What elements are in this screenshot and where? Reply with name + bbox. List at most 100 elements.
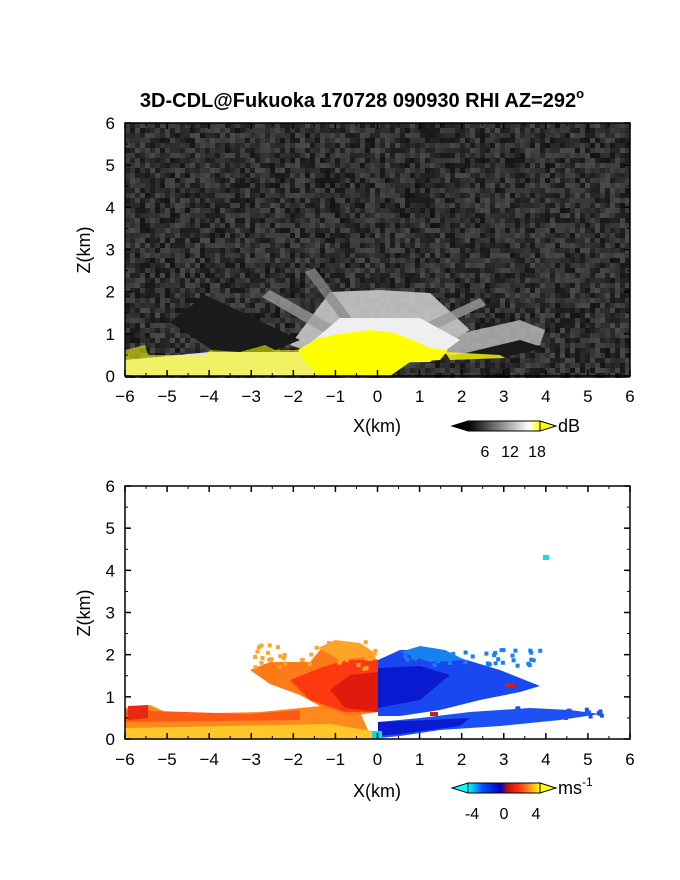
snr-noise-cell [295, 218, 300, 223]
snr-noise-cell [425, 128, 430, 133]
snr-noise-cell [570, 193, 575, 198]
snr-noise-cell [410, 283, 415, 288]
snr-noise-cell [230, 138, 235, 143]
snr-noise-cell [290, 193, 295, 198]
snr-noise-cell [535, 163, 540, 168]
snr-noise-cell [480, 198, 485, 203]
snr-noise-cell [545, 268, 550, 273]
snr-noise-cell [395, 208, 400, 213]
snr-noise-cell [540, 338, 545, 343]
snr-noise-cell [560, 203, 565, 208]
snr-noise-cell [295, 288, 300, 293]
snr-noise-cell [360, 168, 365, 173]
snr-noise-cell [540, 248, 545, 253]
snr-noise-cell [140, 183, 145, 188]
snr-noise-cell [275, 258, 280, 263]
snr-noise-cell [560, 363, 565, 368]
snr-noise-cell [585, 243, 590, 248]
snr-noise-cell [615, 238, 620, 243]
snr-noise-cell [355, 238, 360, 243]
snr-noise-cell [310, 253, 315, 258]
snr-noise-cell [615, 133, 620, 138]
snr-noise-cell [165, 163, 170, 168]
snr-noise-cell [450, 308, 455, 313]
snr-noise-cell [530, 258, 535, 263]
snr-noise-cell [150, 193, 155, 198]
snr-noise-cell [210, 248, 215, 253]
snr-noise-cell [485, 188, 490, 193]
snr-noise-cell [300, 148, 305, 153]
snr-noise-cell [290, 258, 295, 263]
snr-noise-cell [625, 313, 630, 318]
snr-noise-cell [245, 178, 250, 183]
snr-noise-cell [135, 223, 140, 228]
snr-noise-cell [485, 153, 490, 158]
snr-noise-cell [180, 278, 185, 283]
snr-noise-cell [215, 183, 220, 188]
snr-noise-cell [580, 178, 585, 183]
snr-noise-cell [450, 183, 455, 188]
snr-noise-cell [140, 133, 145, 138]
snr-noise-cell [145, 348, 150, 353]
snr-noise-cell [445, 238, 450, 243]
snr-noise-cell [510, 303, 515, 308]
snr-noise-cell [405, 193, 410, 198]
snr-noise-cell [230, 283, 235, 288]
snr-noise-cell [210, 223, 215, 228]
snr-noise-cell [155, 248, 160, 253]
snr-noise-cell [295, 213, 300, 218]
snr-noise-cell [370, 123, 375, 128]
snr-noise-cell [145, 253, 150, 258]
snr-noise-cell [125, 143, 130, 148]
snr-noise-cell [365, 183, 370, 188]
snr-noise-cell [585, 238, 590, 243]
snr-noise-cell [420, 158, 425, 163]
snr-noise-cell [360, 203, 365, 208]
snr-noise-cell [255, 208, 260, 213]
snr-noise-cell [485, 313, 490, 318]
snr-noise-cell [605, 353, 610, 358]
snr-noise-cell [320, 178, 325, 183]
snr-noise-cell [210, 293, 215, 298]
snr-noise-cell [165, 178, 170, 183]
snr-noise-cell [400, 178, 405, 183]
snr-noise-cell [275, 143, 280, 148]
snr-noise-cell [225, 128, 230, 133]
snr-noise-cell [515, 153, 520, 158]
snr-noise-cell [265, 173, 270, 178]
snr-noise-cell [150, 328, 155, 333]
snr-noise-cell [415, 213, 420, 218]
snr-noise-cell [545, 173, 550, 178]
snr-noise-cell [180, 328, 185, 333]
snr-noise-cell [420, 218, 425, 223]
snr-noise-cell [210, 238, 215, 243]
snr-noise-cell [585, 263, 590, 268]
snr-noise-cell [525, 158, 530, 163]
snr-noise-cell [130, 138, 135, 143]
snr-noise-cell [135, 123, 140, 128]
snr-noise-cell [320, 243, 325, 248]
snr-noise-cell [325, 153, 330, 158]
snr-noise-cell [565, 128, 570, 133]
snr-noise-cell [525, 268, 530, 273]
snr-noise-cell [200, 258, 205, 263]
snr-noise-cell [190, 173, 195, 178]
snr-noise-cell [485, 138, 490, 143]
snr-noise-cell [340, 178, 345, 183]
snr-noise-cell [270, 283, 275, 288]
snr-noise-cell [405, 168, 410, 173]
snr-noise-cell [485, 228, 490, 233]
snr-noise-cell [585, 258, 590, 263]
snr-noise-cell [455, 228, 460, 233]
snr-noise-cell [380, 208, 385, 213]
snr-noise-cell [275, 238, 280, 243]
snr-noise-cell [495, 233, 500, 238]
snr-noise-cell [175, 288, 180, 293]
snr-noise-cell [320, 153, 325, 158]
snr-noise-cell [385, 188, 390, 193]
snr-noise-cell [500, 288, 505, 293]
snr-noise-cell [195, 233, 200, 238]
snr-noise-cell [145, 213, 150, 218]
snr-noise-cell [220, 278, 225, 283]
snr-noise-cell [405, 203, 410, 208]
